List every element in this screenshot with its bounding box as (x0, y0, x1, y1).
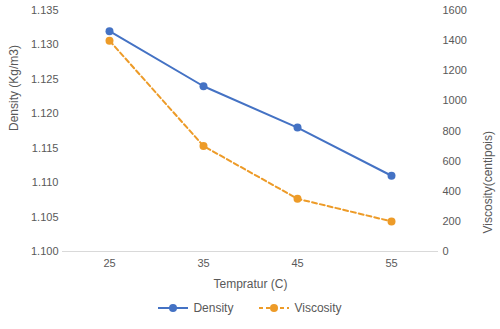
svg-text:1.120: 1.120 (31, 107, 59, 119)
svg-text:1600: 1600 (443, 4, 467, 16)
html-text:Viscosity: Viscosity (294, 301, 342, 315)
svg-text:0: 0 (443, 245, 449, 257)
svg-text:Viscosity(centipois): Viscosity(centipois) (481, 131, 495, 233)
svg-text:1400: 1400 (443, 34, 467, 46)
svg-text:1.130: 1.130 (31, 38, 59, 50)
svg-text:1.115: 1.115 (32, 142, 59, 154)
svg-text:200: 200 (443, 215, 461, 227)
svg-text:55: 55 (385, 257, 397, 269)
svg-text:1.100: 1.100 (31, 245, 59, 257)
html-text:Density: Density (193, 301, 234, 315)
svg-text:1.125: 1.125 (31, 73, 59, 85)
svg-text:1200: 1200 (443, 64, 467, 76)
svg-text:1000: 1000 (443, 94, 467, 106)
svg-text:Density (Kg/m3): Density (Kg/m3) (7, 45, 21, 131)
svg-text:800: 800 (443, 125, 461, 137)
svg-text:1.110: 1.110 (32, 176, 59, 188)
svg-text:25: 25 (103, 257, 115, 269)
svg-text:Tempratur (C): Tempratur (C) (213, 277, 287, 291)
svg-text:45: 45 (291, 257, 303, 269)
svg-text:400: 400 (443, 185, 461, 197)
svg-text:1.135: 1.135 (31, 4, 59, 16)
svg-text:1.105: 1.105 (31, 211, 59, 223)
svg-text:35: 35 (197, 257, 209, 269)
svg-text:600: 600 (443, 155, 461, 167)
